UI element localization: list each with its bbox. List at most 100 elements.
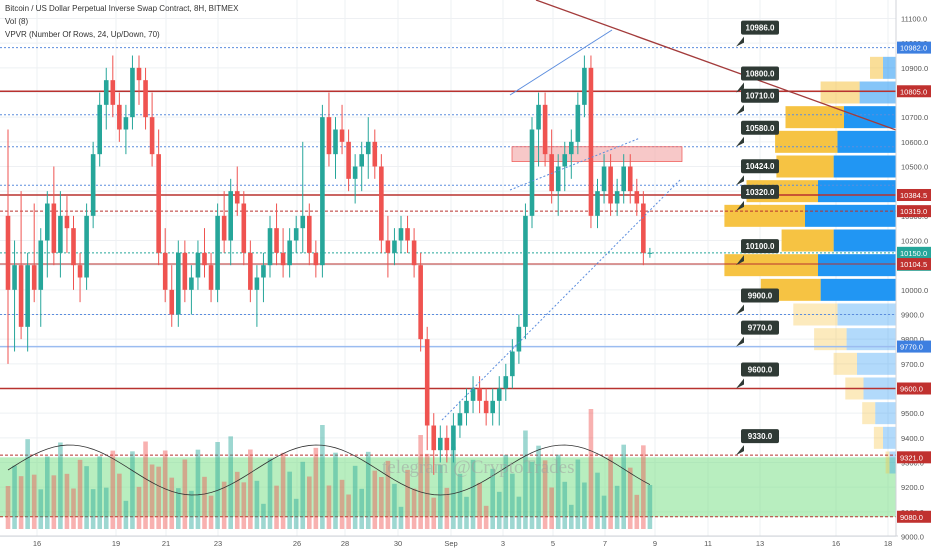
watermark: telegram @CryptoTrades: [382, 457, 575, 478]
resistance-box: [511, 146, 683, 162]
price-label-box: [897, 340, 931, 353]
volume-bars: [5, 409, 653, 529]
time-axis[interactable]: 16 19 21 23 26 28 30 Sep 3 5 7 9 11 13 16 18: [0, 535, 898, 548]
candle-body: [287, 240, 292, 266]
price-tick-label: 10700.0: [901, 113, 928, 122]
volume-bar: [477, 482, 482, 529]
candle-body: [346, 141, 351, 179]
volume-bar: [25, 439, 30, 529]
volume-bar: [51, 475, 57, 529]
candle-body: [542, 104, 548, 155]
callout-pointer: [736, 36, 744, 47]
candle-body: [320, 117, 325, 266]
channel-upper-line: [509, 29, 613, 96]
volume-bar: [398, 506, 404, 529]
candle-body: [103, 80, 109, 105]
candle-body: [38, 240, 44, 290]
volume-bar: [169, 477, 175, 529]
candle-body: [398, 228, 404, 241]
candle-body: [365, 141, 371, 155]
candle-body: [12, 265, 17, 290]
price-tick-label: 10200.0: [901, 237, 928, 246]
volume-bar: [117, 473, 122, 529]
candle-body: [215, 215, 220, 290]
candle-body: [182, 252, 188, 290]
volume-bar: [300, 461, 306, 529]
price-tick-label: 11100.0: [901, 15, 927, 24]
candle-body: [634, 191, 640, 204]
candle-body: [31, 265, 37, 290]
candle-body: [621, 166, 626, 192]
volume-bar: [221, 481, 227, 529]
candle-body: [627, 166, 633, 192]
candle-body: [411, 240, 417, 266]
candle-body: [588, 67, 594, 216]
volume-bar: [280, 452, 286, 529]
candle-body: [536, 104, 541, 130]
volume-bar: [365, 451, 371, 529]
candle-body: [483, 400, 489, 414]
volume-bar: [293, 498, 299, 529]
callout-box: [741, 120, 779, 135]
callout-box: [741, 320, 779, 335]
candle-body: [208, 265, 214, 290]
price-tick-label: 10900.0: [901, 64, 928, 73]
volume-bar: [444, 487, 450, 529]
candle-body: [510, 351, 515, 377]
volume-bar: [555, 454, 561, 529]
callout-pointer: [736, 445, 744, 456]
candle-body: [477, 388, 482, 401]
volume-bar: [438, 464, 443, 529]
time-tick-label: 13: [756, 539, 764, 548]
price-label-box: [897, 382, 931, 395]
volume-bar: [588, 409, 594, 529]
volume-bar: [372, 470, 378, 529]
candle-body: [18, 265, 24, 327]
vpvr-up-bar: [820, 278, 896, 301]
time-tick-label: 3: [501, 539, 505, 548]
volume-bar: [267, 458, 273, 529]
volume-bar: [503, 454, 509, 529]
candle-body: [221, 215, 227, 241]
price-axis[interactable]: 11100.011000.010900.010800.010700.010600…: [895, 0, 931, 542]
volume-bar: [549, 487, 554, 529]
candle-body: [503, 376, 509, 389]
candle-body: [641, 203, 646, 253]
volume-bar: [470, 459, 476, 529]
volume-bar: [18, 476, 24, 529]
time-tick-label: 30: [394, 539, 402, 548]
price-label-box: [897, 205, 931, 218]
candle-body: [392, 240, 397, 253]
volume-bar: [385, 460, 391, 529]
volume-bar: [31, 474, 37, 529]
volume-indicator-label: Vol (8): [5, 17, 29, 26]
callout-pointer: [736, 378, 744, 389]
volume-bar: [176, 488, 181, 529]
candle-body: [523, 215, 528, 327]
candle-body: [64, 215, 70, 229]
vpvr-down-bar: [724, 254, 818, 277]
vpvr-up-bar: [833, 155, 896, 178]
candle-body: [58, 215, 63, 253]
callout-label: 9330.0: [748, 432, 773, 441]
callout-pointer: [736, 104, 744, 115]
candle-body: [569, 141, 574, 155]
volume-bar: [149, 464, 155, 529]
vpvr-down-bar: [785, 106, 844, 129]
candle-body: [608, 166, 613, 204]
candle-body: [143, 80, 148, 118]
volume-bar: [424, 453, 430, 529]
volume-bar: [418, 435, 423, 529]
candle-body: [490, 400, 495, 414]
volume-bar: [333, 452, 338, 529]
volume-bar: [523, 430, 528, 529]
candle-body: [169, 289, 175, 315]
callout-pointer: [736, 175, 744, 186]
vpvr-down-bar: [862, 402, 876, 425]
volume-bar: [575, 459, 581, 529]
candle-body: [189, 277, 194, 290]
candle-body: [451, 425, 456, 451]
callout-label: 10800.0: [746, 70, 775, 79]
volume-bar: [156, 466, 161, 529]
